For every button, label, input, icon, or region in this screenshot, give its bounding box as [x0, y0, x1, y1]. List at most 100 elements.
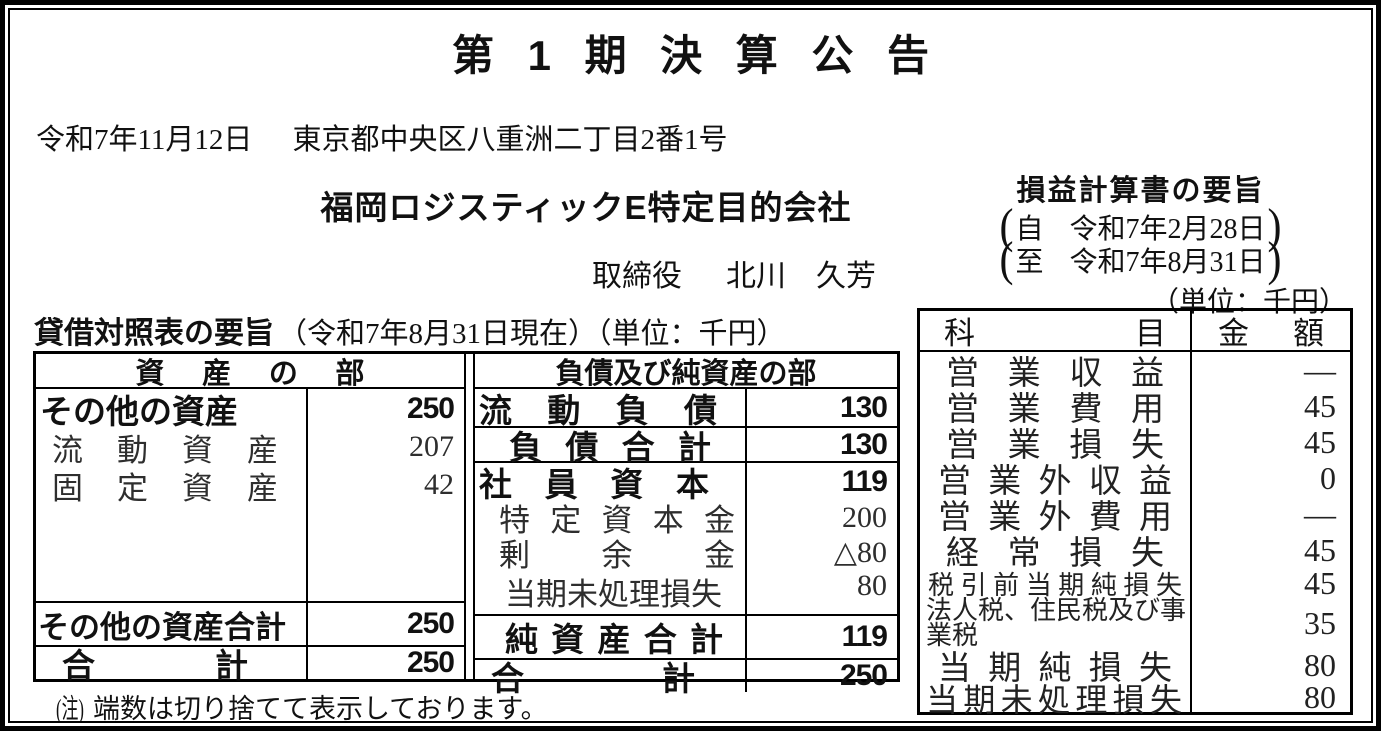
operating-revenue-value: ―: [1190, 352, 1350, 388]
bs-heading-line: 貸借対照表の要旨 （令和7年8月31日現在）（単位：千円）: [34, 308, 786, 352]
director-line: 取締役 北川 久芳: [34, 251, 876, 295]
pl-unit-label: （単位：千円）: [1150, 287, 1347, 318]
empty-filler-row: [36, 504, 464, 601]
ordinary-loss-value: 45: [1190, 532, 1350, 568]
pl-item-column-header: 科目: [944, 316, 1166, 351]
current-assets-label: 流動資産: [52, 432, 278, 468]
specified-capital-label: 特定資本金: [499, 503, 735, 538]
current-liabilities-label: 流動負債: [479, 391, 717, 429]
operating-loss-label: 営業損失: [946, 428, 1164, 464]
open-paren: (: [999, 233, 1014, 286]
table-row: 営業収益 ―: [920, 352, 1350, 393]
bs-heading-note: （令和7年8月31日現在）（単位：千円）: [278, 318, 786, 350]
liabilities-grand-total-label: 合計: [491, 660, 695, 697]
net-loss-value: 80: [1190, 647, 1350, 683]
fixed-assets-label: 固定資産: [52, 470, 278, 506]
specified-capital-value: 200: [745, 500, 897, 535]
non-operating-expenses-label: 営業外費用: [938, 500, 1172, 536]
open-paren: (: [999, 200, 1014, 253]
net-loss-label: 当期純損失: [938, 651, 1172, 687]
table-row: 負債合計 130: [475, 428, 897, 466]
pl-body: 営業収益 ― 営業費用 45 営業損失 45 営業外収益 0 営業外費用 ―: [920, 352, 1350, 718]
pretax-loss-label: 税引前当期純損失: [928, 570, 1182, 600]
page-title: 第1期決算公告: [452, 32, 963, 79]
table-row: 税引前当期純損失 45: [920, 565, 1350, 601]
liabilities-total-label: 負債合計: [509, 428, 711, 466]
table-row: 法人税、住民税及び事業税 35: [920, 596, 1350, 650]
pl-amount-column-header: 金額: [1190, 311, 1350, 351]
non-operating-income-value: 0: [1190, 460, 1350, 496]
table-row: 特定資本金 200: [475, 500, 897, 538]
footnote-mark: (注): [56, 694, 84, 723]
table-row: 純資産合計 119: [475, 614, 897, 658]
fixed-assets-value: 42: [306, 466, 464, 504]
announcement-date: 令和7年11月12日: [36, 124, 253, 156]
operating-loss-value: 45: [1190, 424, 1350, 460]
operating-revenue-label: 営業収益: [946, 356, 1164, 392]
table-row: 流動資産 207: [36, 428, 464, 468]
empty-cell: [306, 504, 464, 601]
operating-expenses-value: 45: [1190, 388, 1350, 424]
other-assets-total-label: その他の資産合計: [38, 609, 286, 645]
current-assets-value: 207: [306, 428, 464, 466]
other-assets-value: 250: [306, 389, 464, 428]
period-to-date: 令和7年8月31日: [1069, 246, 1266, 278]
pl-period-to: ( 至 令和7年8月31日 ): [930, 235, 1351, 283]
income-taxes-label: 法人税、住民税及び事業税: [926, 596, 1187, 650]
pl-heading-block: 損益計算書の要旨 ( 自 令和7年2月28日 ) ( 至 令和7年8月31日 )…: [930, 167, 1351, 320]
member-capital-label: 社員資本: [479, 465, 709, 503]
table-row: 合計 250: [475, 658, 897, 697]
unappropriated-loss-pl-label: 当期未処理損失: [926, 681, 1182, 718]
table-divider: [464, 354, 475, 679]
table-row: その他の資産合計 250: [36, 601, 464, 645]
table-row: その他の資産 250: [36, 389, 464, 430]
other-assets-label: その他の資産: [40, 392, 238, 430]
pl-table: 科目 金額 営業収益 ― 営業費用 45 営業損失 45 営業外収益: [917, 308, 1353, 718]
table-row: 営業損失 45: [920, 424, 1350, 465]
unappropriated-loss-pl-value: 80: [1190, 679, 1350, 715]
table-row: 当期純損失 80: [920, 647, 1350, 688]
period-from-label: 自: [1015, 213, 1044, 245]
table-row: 固定資産 42: [36, 466, 464, 506]
member-capital-value: 119: [745, 463, 897, 500]
table-row: 合計 250: [36, 645, 464, 684]
table-row: 社員資本 119: [475, 463, 897, 503]
director-name: 北川 久芳: [726, 260, 876, 293]
liabilities-header: 負債及び純資産の部: [475, 354, 897, 390]
assets-total-value: 250: [306, 646, 464, 679]
current-liabilities-value: 130: [745, 389, 897, 426]
net-assets-total-label: 純資産合計: [505, 621, 723, 658]
other-assets-total-value: 250: [306, 603, 464, 645]
pretax-loss-value: 45: [1190, 565, 1350, 601]
liabilities-section: 負債及び純資産の部 流動負債 130 負債合計 130 社員資本 119 特定資…: [475, 354, 897, 697]
liabilities-grand-total-value: 250: [745, 659, 897, 692]
director-title: 取締役: [592, 260, 682, 293]
operating-expenses-label: 営業費用: [946, 392, 1164, 428]
balance-sheet-table: 資産の部 その他の資産 250 流動資産 207 固定資産 42: [33, 351, 900, 697]
net-assets-total-value: 119: [745, 616, 897, 658]
income-taxes-value: 35: [1190, 598, 1350, 648]
surplus-value: △80: [745, 535, 897, 569]
table-row: 営業費用 45: [920, 388, 1350, 429]
company-name: 福岡ロジスティックE特定目的会社: [320, 189, 852, 226]
page-inner-frame: 第1期決算公告 令和7年11月12日 東京都中央区八重洲二丁目2番1号 福岡ロジス…: [8, 8, 1373, 723]
company-address: 東京都中央区八重洲二丁目2番1号: [292, 124, 728, 156]
table-row: 流動負債 130: [475, 389, 897, 429]
pl-column-header: 科目 金額: [920, 311, 1350, 352]
table-row: 剰余金 △80: [475, 535, 897, 573]
surplus-label: 剰余金: [499, 537, 735, 573]
close-paren: ): [1267, 233, 1282, 286]
close-paren: ): [1267, 200, 1282, 253]
table-row: 営業外収益 0: [920, 460, 1350, 501]
non-operating-income-label: 営業外収益: [938, 464, 1172, 500]
ordinary-loss-label: 経常損失: [946, 536, 1164, 572]
assets-total-label: 合計: [62, 647, 248, 684]
unappropriated-loss-label: 当期未処理損失: [505, 577, 722, 612]
footnote: (注) 端数は切り捨てて表示しております。: [56, 687, 548, 723]
bs-heading: 貸借対照表の要旨: [34, 317, 274, 350]
non-operating-expenses-value: ―: [1190, 496, 1350, 532]
liabilities-total-value: 130: [745, 428, 897, 461]
table-row: 営業外費用 ―: [920, 496, 1350, 537]
period-to-label: 至: [1015, 246, 1044, 278]
footnote-text: 端数は切り捨てて表示しております。: [92, 694, 548, 723]
